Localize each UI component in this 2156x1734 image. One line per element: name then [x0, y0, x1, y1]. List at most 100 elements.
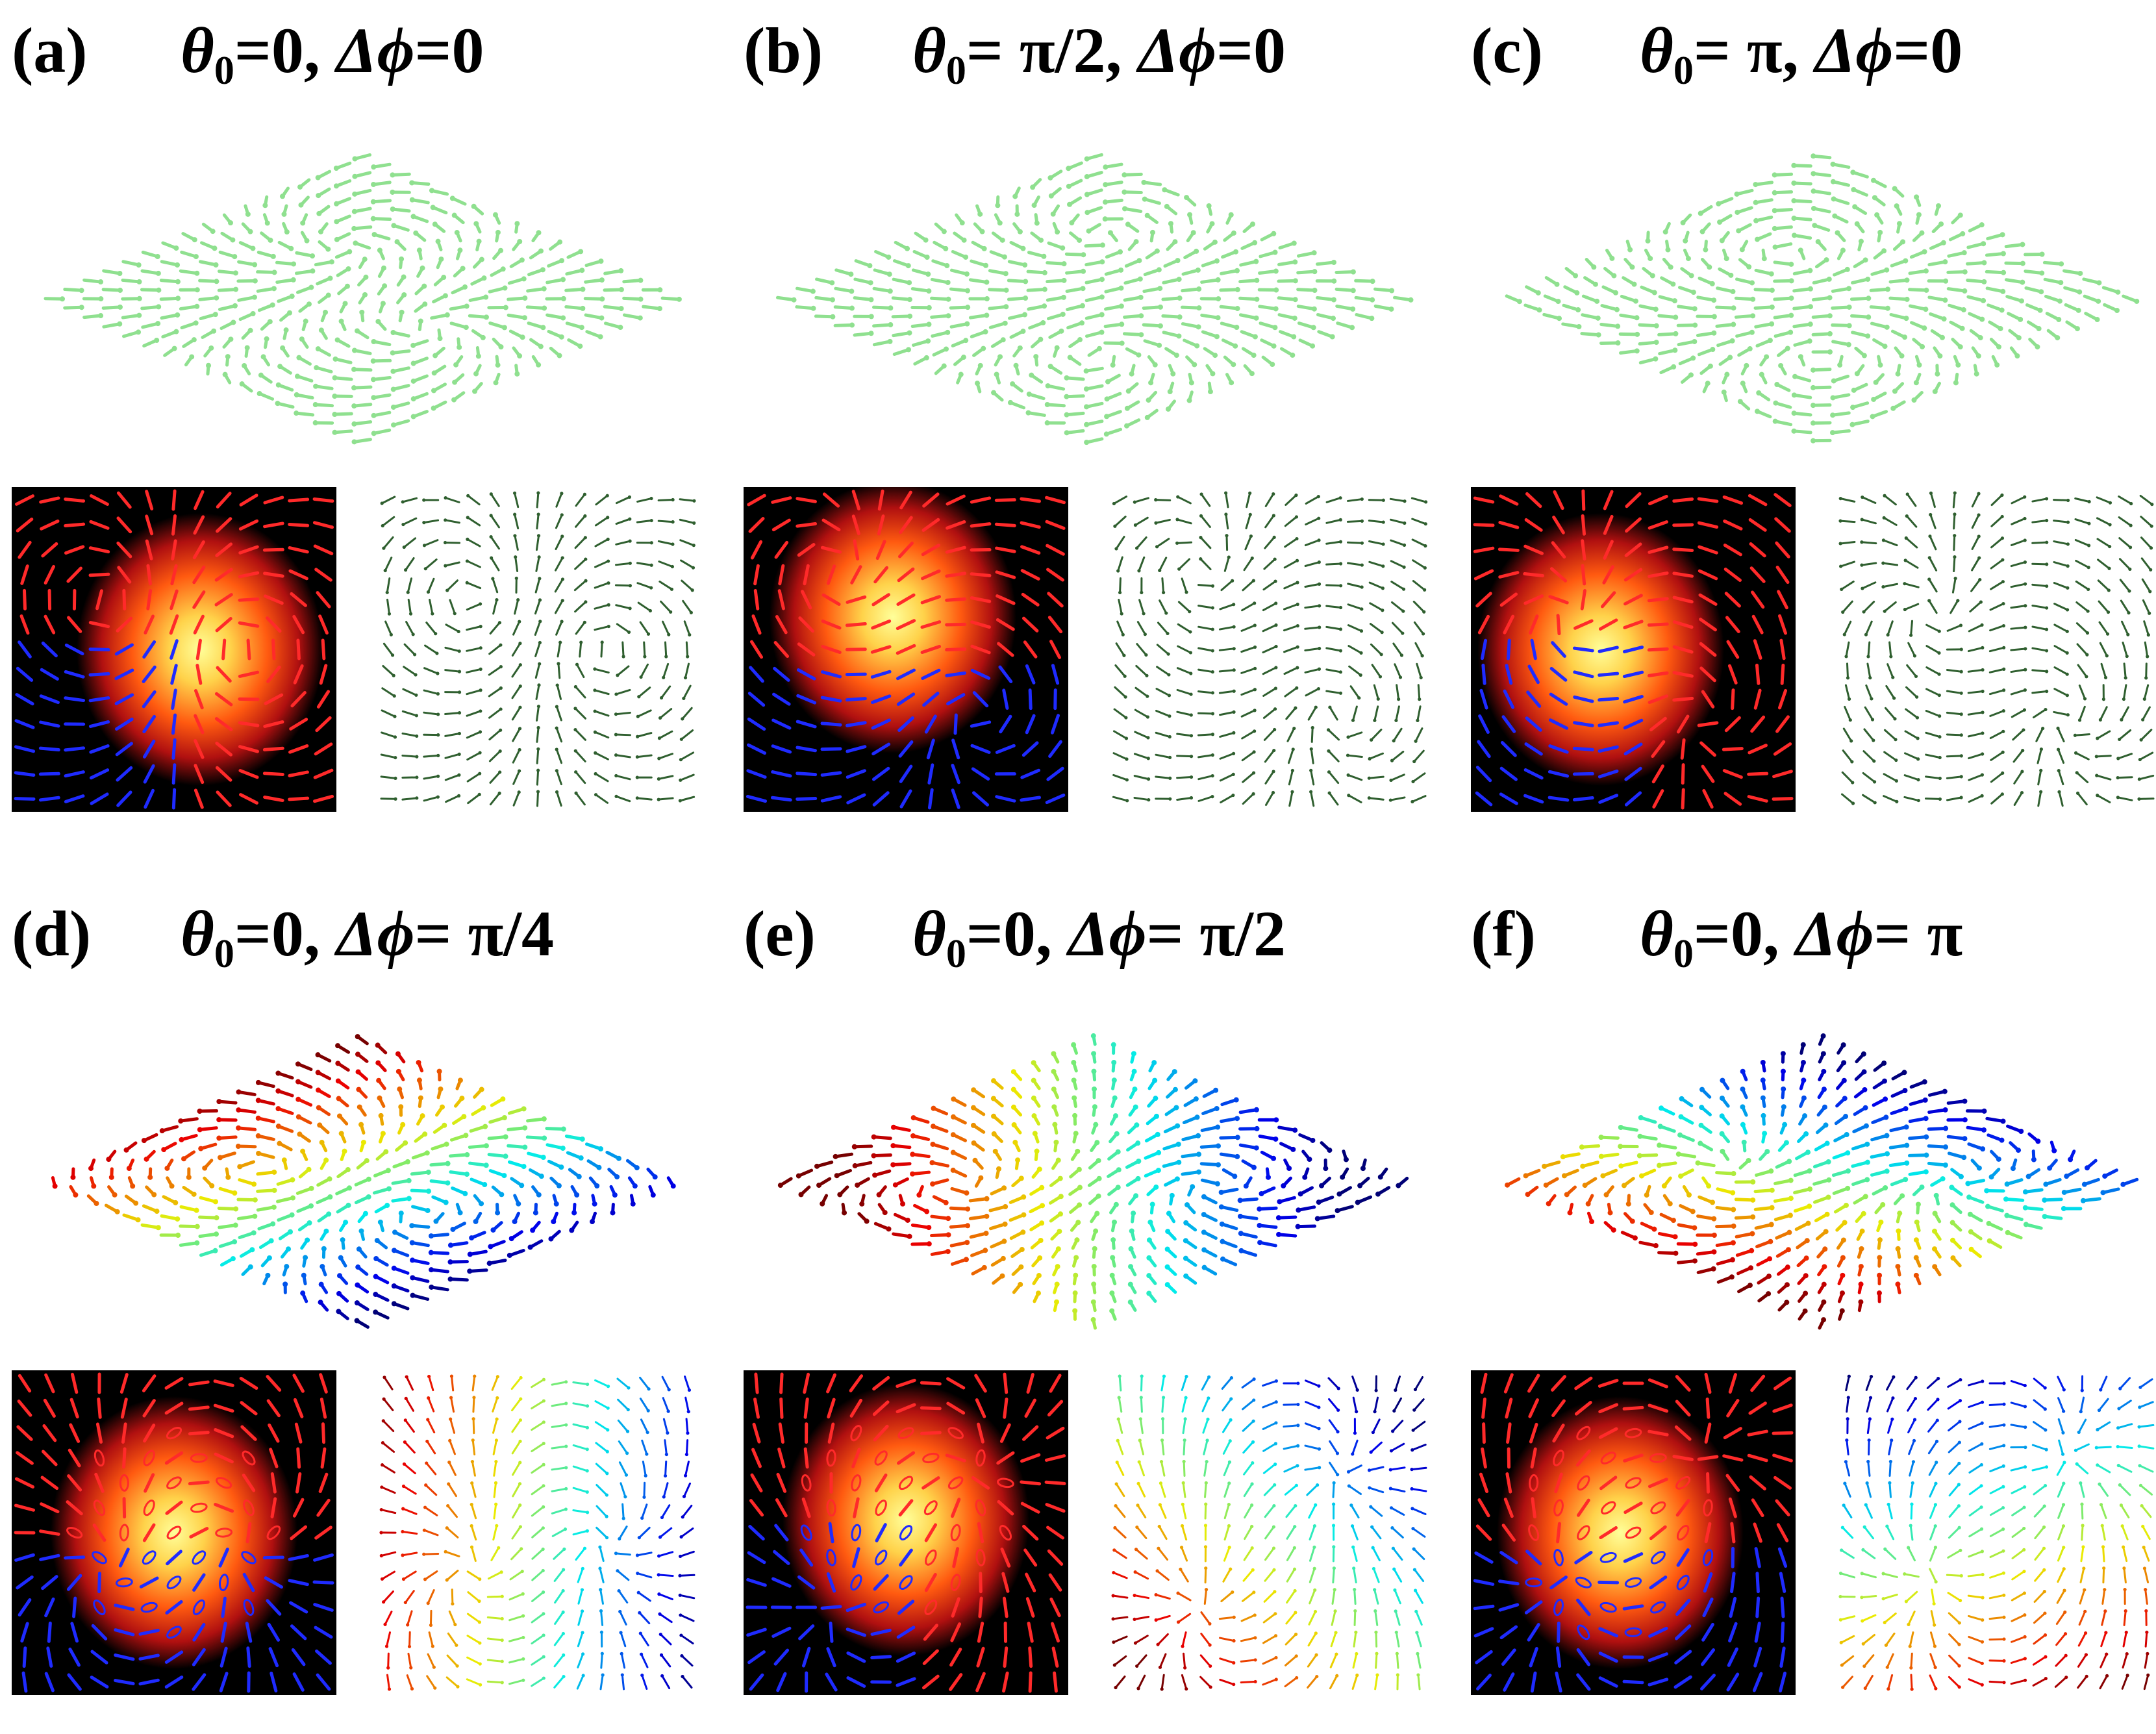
arrow-head: [1252, 240, 1257, 245]
arrow-head: [1170, 371, 1175, 377]
arrow-head: [1061, 295, 1066, 300]
field-arrow: [532, 1657, 544, 1665]
arrow-head: [1192, 362, 1197, 367]
arrow-head: [457, 773, 460, 777]
field-arrow: [596, 795, 608, 803]
arrow-head: [684, 676, 687, 679]
arrow-head: [53, 1183, 58, 1188]
arrow-head: [1331, 279, 1336, 284]
field-arrow: [512, 1441, 520, 1453]
arrow-head: [434, 632, 437, 635]
field-arrow: [490, 793, 499, 804]
arrow-head: [432, 1666, 436, 1669]
field-arrow: [489, 688, 501, 696]
arrow-head: [213, 1248, 218, 1253]
arrow-head: [1360, 563, 1364, 566]
arrow-head: [390, 369, 395, 374]
field-arrow: [1311, 770, 1314, 785]
field-arrow: [473, 1440, 474, 1455]
polarization-line: [996, 524, 1014, 525]
arrow-head: [683, 1495, 686, 1498]
arrow-head: [307, 1220, 312, 1225]
arrow-head: [517, 353, 522, 358]
arrow-head: [1120, 340, 1125, 346]
arrow-head: [457, 345, 462, 350]
arrow-head: [371, 358, 376, 364]
field-arrow: [1845, 707, 1851, 720]
arrow-head: [179, 1137, 184, 1142]
arrow-head: [2087, 588, 2090, 591]
arrow-head: [584, 579, 587, 583]
arrow-head: [318, 229, 323, 234]
arrow-head: [2044, 708, 2047, 711]
arrow-head: [984, 279, 989, 284]
field-arrow: [1160, 601, 1166, 614]
arrow-head: [1663, 229, 1668, 234]
field-arrow: [1990, 604, 2003, 610]
arrow-head: [1099, 312, 1105, 318]
arrow-head: [1151, 1060, 1157, 1065]
field-arrow: [1246, 536, 1251, 549]
field-arrow: [382, 1465, 395, 1473]
arrow-head: [536, 748, 540, 751]
field-arrow: [408, 599, 410, 614]
polarization-line: [947, 624, 965, 625]
arrow-head: [1773, 419, 1778, 424]
field-arrow: [595, 627, 608, 630]
field-arrow: [686, 642, 687, 657]
arrow-head: [405, 1159, 410, 1164]
arrow-head: [619, 1631, 622, 1634]
arrow-head: [2120, 718, 2123, 722]
arrow-head: [2096, 794, 2099, 797]
field-arrow: [2120, 559, 2129, 570]
arrow-head: [466, 581, 469, 584]
field-arrow: [447, 581, 458, 590]
arrow-head: [605, 1515, 608, 1518]
field-arrow: [2100, 707, 2107, 720]
arrow-head: [444, 1142, 449, 1147]
field-arrow: [1947, 777, 1961, 778]
arrow-head: [1295, 515, 1298, 518]
arrow-head: [984, 296, 990, 301]
field-arrow: [406, 1398, 413, 1411]
arrow-head: [2020, 791, 2024, 794]
arrow-head: [1665, 247, 1670, 253]
field-arrow: [1392, 602, 1403, 611]
arrow-head: [1904, 559, 1907, 562]
arrow-head: [1902, 334, 1907, 340]
arrow-head: [1900, 239, 1905, 244]
arrow-head: [1077, 337, 1083, 342]
field-arrow: [1247, 493, 1250, 507]
arrow-head: [1068, 355, 1073, 360]
arrow-head: [1064, 430, 1070, 435]
arrow-head: [1211, 691, 1214, 694]
arrow-head: [391, 223, 396, 228]
arrow-head: [209, 1183, 214, 1188]
field-arrow: [616, 1553, 630, 1555]
arrow-head: [395, 1051, 401, 1057]
field-arrow: [2033, 605, 2047, 608]
arrow-head: [982, 246, 987, 251]
field-arrow: [2011, 627, 2025, 629]
field-arrow: [381, 1552, 395, 1555]
arrow-head: [416, 1060, 421, 1065]
arrow-head: [679, 779, 682, 782]
panel-a: (a) θ0=0, Δϕ=0: [12, 13, 726, 851]
arrow-head: [1229, 212, 1234, 218]
field-arrow: [1285, 668, 1297, 674]
arrow-head: [542, 1378, 545, 1381]
field-arrow: [556, 515, 562, 528]
arrow-head: [1716, 201, 1721, 207]
arrow-head: [335, 337, 340, 342]
arrow-head: [1717, 220, 1722, 225]
field-arrow: [555, 1677, 564, 1688]
field-arrow: [1390, 798, 1405, 800]
arrow-head: [2095, 774, 2098, 777]
field-arrow: [1177, 520, 1191, 523]
field-arrow: [662, 1655, 670, 1666]
field-arrow: [557, 749, 561, 763]
arrow-head: [1175, 258, 1181, 263]
arrow-head: [1062, 278, 1067, 283]
field-arrow: [2097, 775, 2111, 779]
arrow-head: [1231, 362, 1236, 367]
